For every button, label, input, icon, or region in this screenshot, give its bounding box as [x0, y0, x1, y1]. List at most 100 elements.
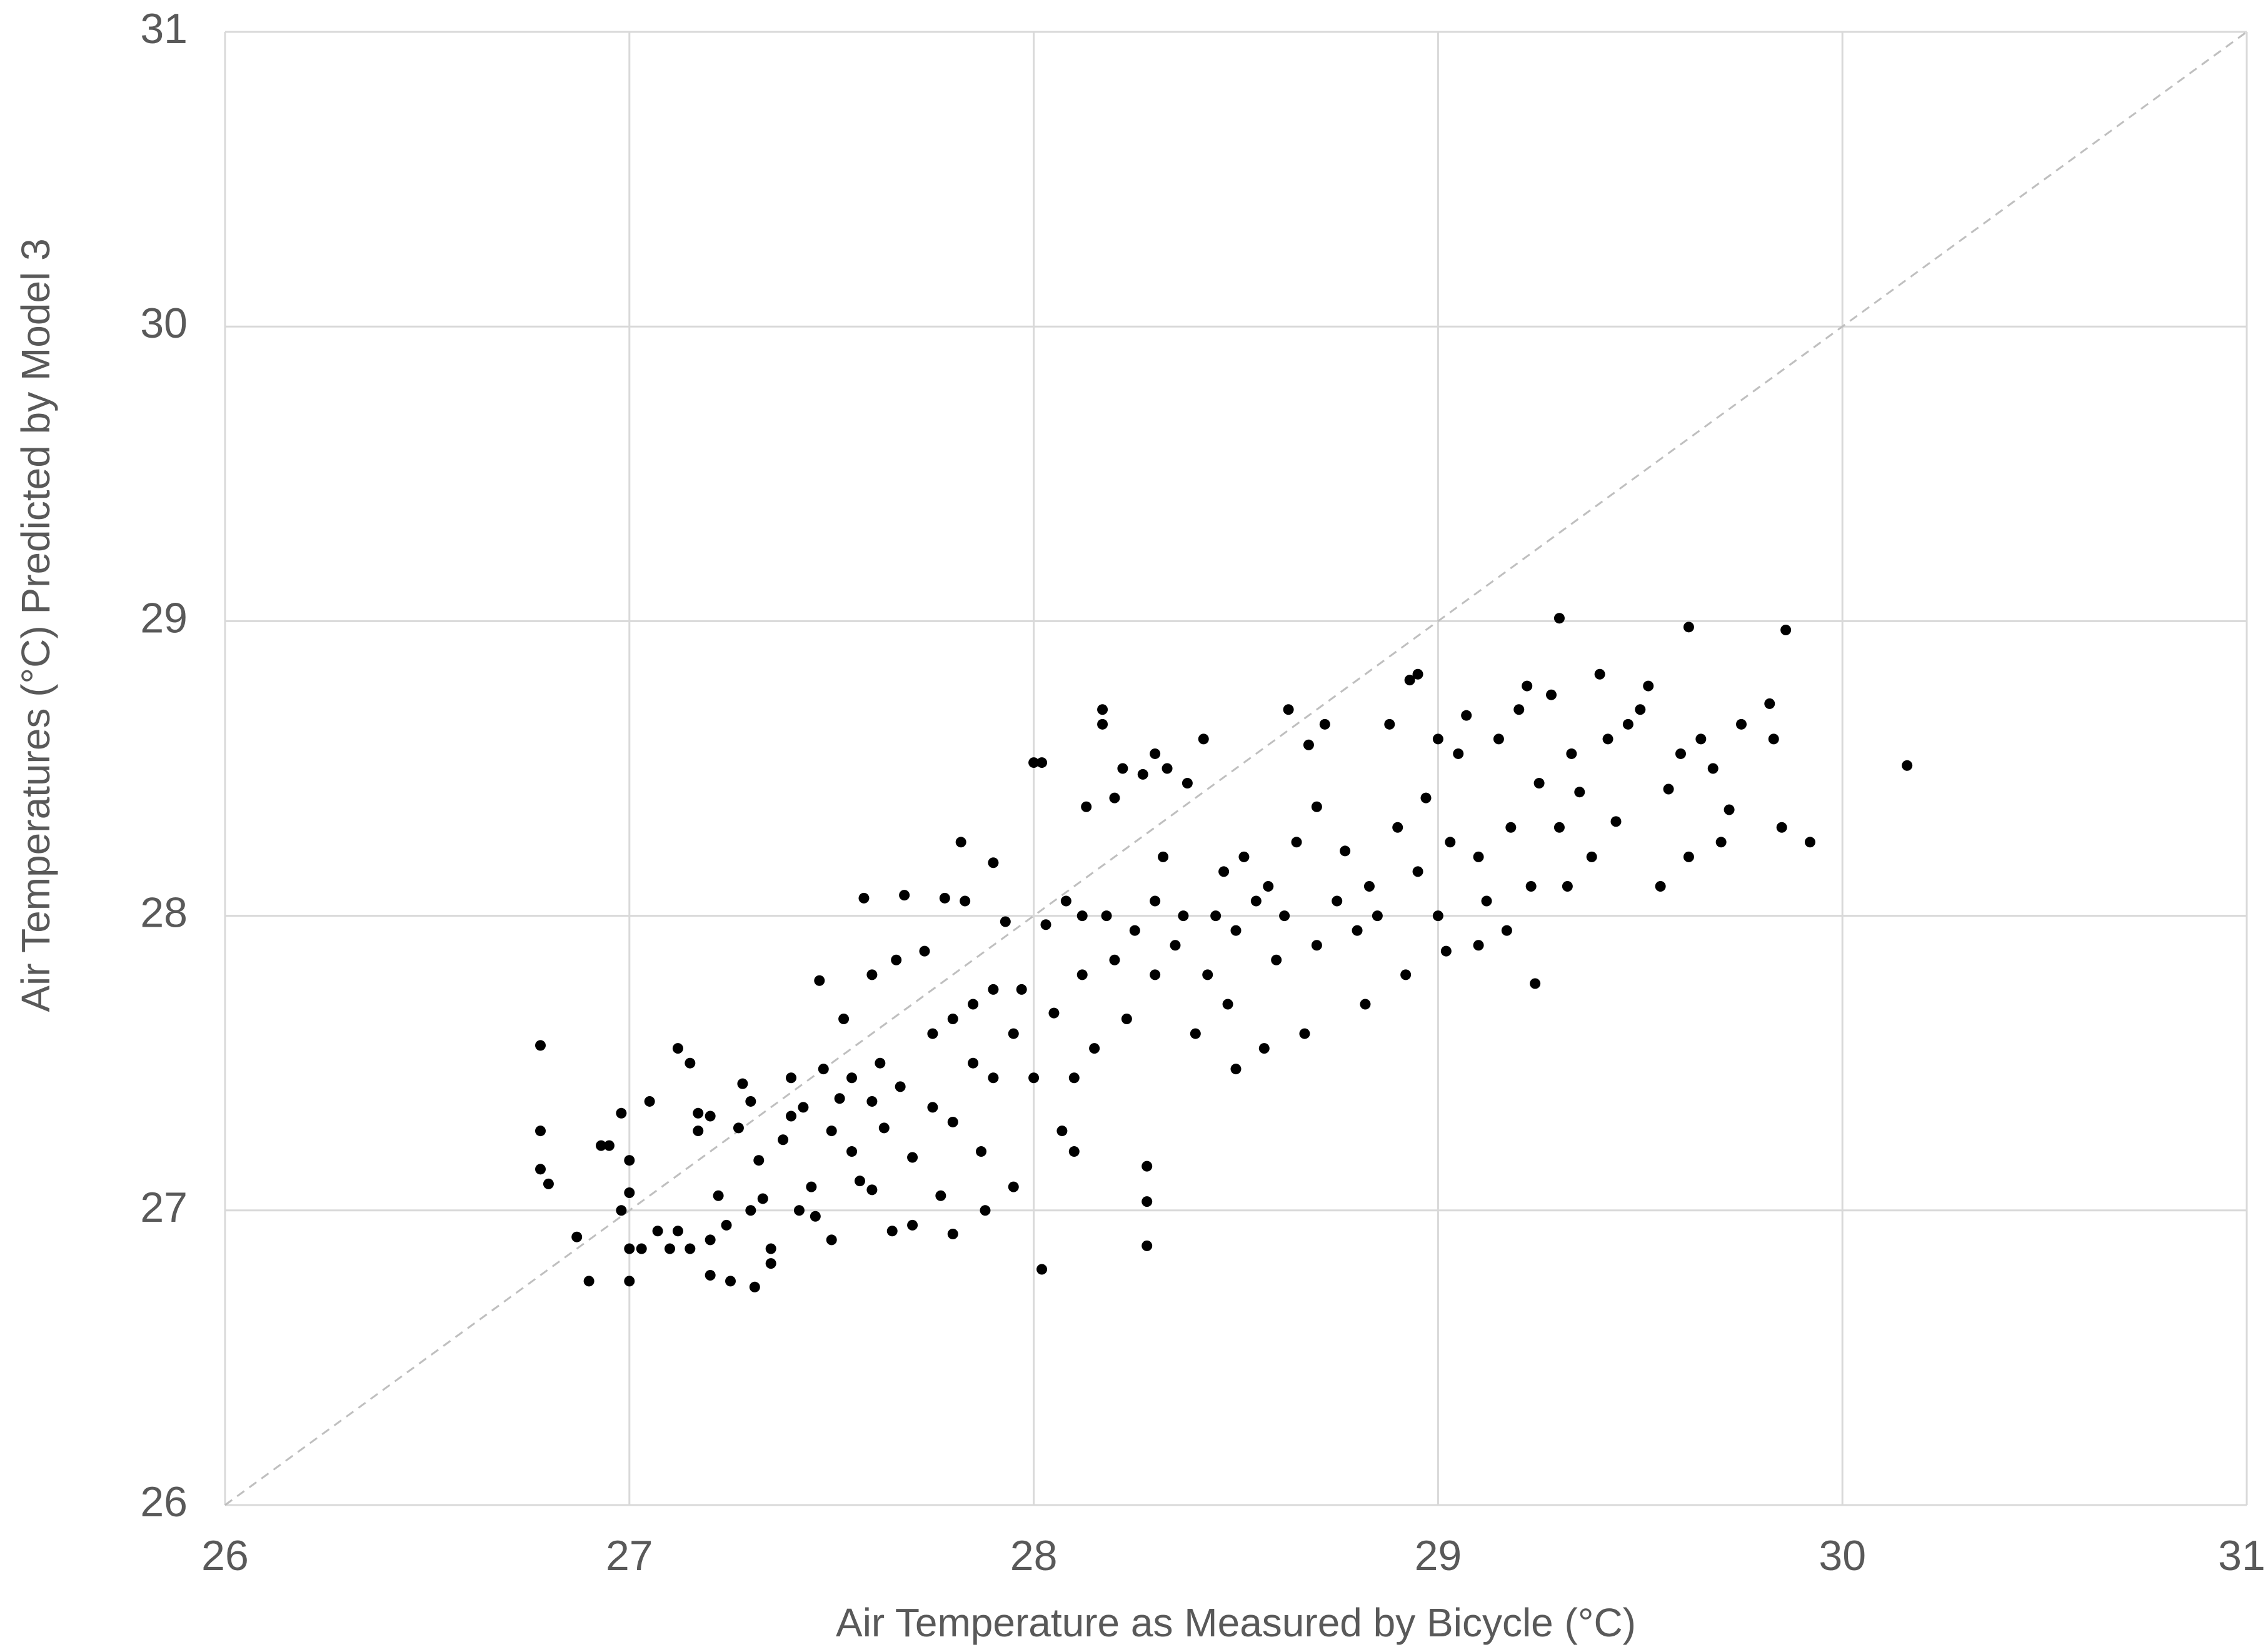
point	[1780, 625, 1792, 636]
point	[721, 1219, 732, 1231]
point	[1311, 801, 1322, 812]
point	[1412, 668, 1423, 680]
x-tick-label: 27	[606, 1532, 653, 1579]
point	[1028, 757, 1040, 768]
point	[1715, 837, 1727, 848]
point	[806, 1181, 817, 1192]
point	[834, 1093, 845, 1104]
point	[1238, 851, 1250, 862]
point	[1311, 940, 1322, 951]
point	[1384, 718, 1395, 730]
point	[1562, 880, 1573, 892]
point	[947, 1228, 958, 1239]
point	[980, 1205, 991, 1216]
point	[745, 1205, 756, 1216]
point	[543, 1178, 554, 1189]
point	[1594, 668, 1605, 680]
point	[1190, 1028, 1201, 1039]
point	[866, 969, 878, 980]
point	[1291, 837, 1302, 848]
point	[1101, 910, 1112, 922]
point	[1372, 910, 1383, 922]
point	[1695, 733, 1707, 745]
point	[1263, 880, 1274, 892]
point	[705, 1111, 716, 1122]
point	[1056, 1126, 1068, 1137]
point	[1142, 1196, 1153, 1207]
point	[1210, 910, 1222, 922]
point	[1150, 748, 1161, 759]
point	[891, 954, 902, 965]
y-axis-title: Air Temperatures (°C) Predicted by Model…	[13, 238, 58, 1012]
point	[1546, 689, 1557, 700]
point	[1530, 978, 1541, 989]
point	[939, 892, 950, 904]
point	[814, 975, 825, 986]
point	[1566, 748, 1577, 759]
point	[960, 895, 971, 907]
point	[1150, 969, 1161, 980]
point	[1683, 622, 1694, 633]
point	[1453, 748, 1464, 759]
point	[1158, 851, 1169, 862]
point	[1121, 1014, 1132, 1025]
point	[1008, 1028, 1019, 1039]
point	[1218, 866, 1230, 877]
point	[1076, 910, 1088, 922]
point	[886, 1226, 898, 1237]
y-tick-label: 28	[140, 889, 188, 937]
point	[583, 1276, 595, 1287]
point	[1804, 837, 1815, 848]
point	[793, 1205, 805, 1216]
point	[596, 1140, 607, 1151]
point	[1222, 999, 1233, 1010]
point	[664, 1243, 675, 1254]
point	[705, 1269, 716, 1281]
point	[1016, 984, 1027, 995]
point	[685, 1057, 696, 1069]
point	[753, 1155, 765, 1166]
point	[1283, 704, 1294, 715]
point	[1643, 680, 1654, 692]
point	[1109, 792, 1120, 803]
point	[935, 1190, 946, 1201]
point	[1363, 880, 1375, 892]
y-tick-label: 30	[140, 300, 188, 347]
point	[1505, 822, 1517, 833]
x-axis-title: Air Temperature as Measured by Bicycle (…	[836, 1600, 1636, 1645]
point	[1202, 969, 1213, 980]
point	[603, 1140, 615, 1151]
point	[988, 984, 999, 995]
point	[1081, 801, 1092, 812]
point	[1271, 954, 1282, 965]
point	[1420, 792, 1432, 803]
point	[778, 1134, 789, 1146]
point	[765, 1243, 776, 1254]
point	[1707, 763, 1719, 774]
point	[899, 890, 910, 901]
point	[757, 1193, 768, 1204]
point	[1008, 1181, 1019, 1192]
point	[693, 1126, 704, 1137]
point	[535, 1164, 546, 1175]
point	[1258, 1043, 1270, 1054]
point	[1392, 822, 1403, 833]
point	[1533, 778, 1545, 789]
point	[636, 1243, 647, 1254]
point	[737, 1078, 748, 1089]
point	[1602, 733, 1613, 745]
point	[1250, 895, 1262, 907]
y-tick-label: 29	[140, 594, 188, 642]
point	[927, 1028, 938, 1039]
point	[1036, 1264, 1048, 1275]
point	[798, 1102, 809, 1113]
point	[1076, 969, 1088, 980]
point	[624, 1243, 635, 1254]
point	[1279, 910, 1290, 922]
point	[1299, 1028, 1310, 1039]
point	[1319, 718, 1330, 730]
point	[616, 1107, 627, 1119]
point	[1303, 739, 1314, 750]
